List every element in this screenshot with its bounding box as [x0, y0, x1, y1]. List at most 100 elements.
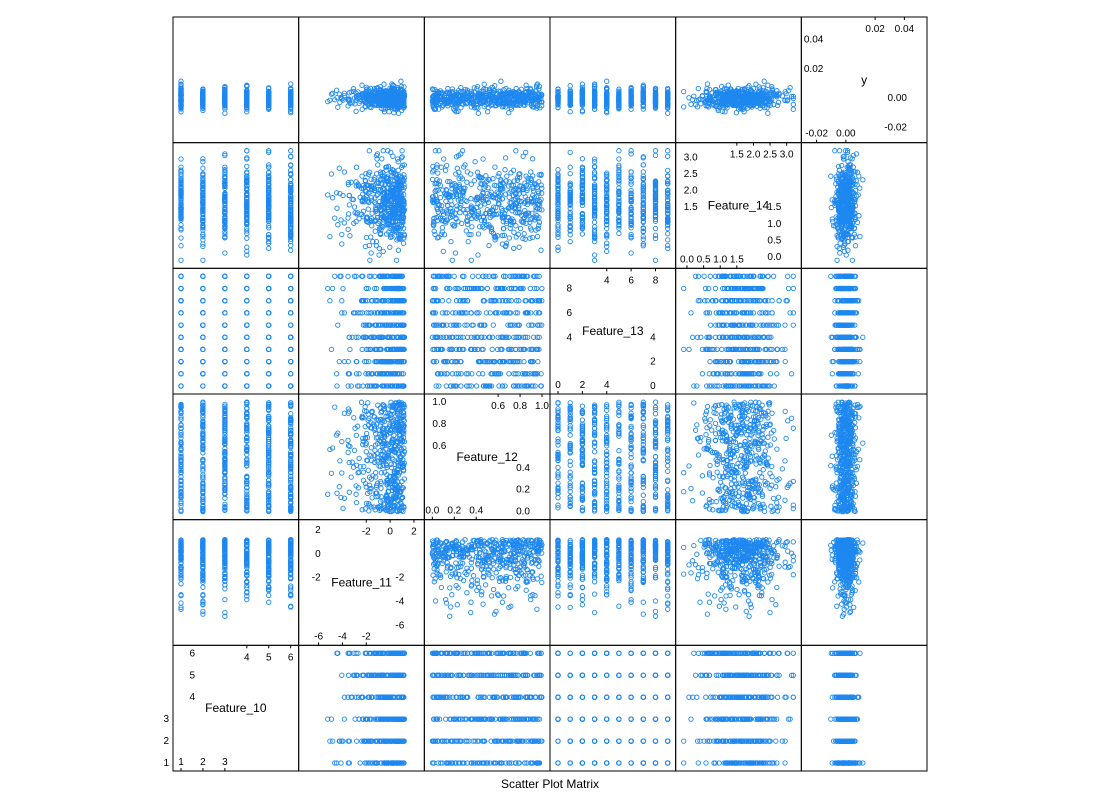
panel-border — [550, 17, 676, 143]
data-point — [556, 245, 560, 249]
data-point — [641, 163, 645, 167]
data-point — [399, 79, 403, 83]
data-point — [696, 86, 700, 90]
panel-border — [676, 17, 802, 143]
data-point — [592, 220, 596, 224]
data-point — [326, 193, 330, 197]
data-point — [512, 230, 516, 234]
data-point — [469, 172, 473, 176]
data-point — [514, 224, 518, 228]
data-point — [328, 234, 332, 238]
data-point — [762, 79, 766, 83]
data-point — [464, 229, 468, 233]
data-point — [530, 211, 534, 215]
scatter-panel — [326, 79, 407, 115]
data-point — [528, 236, 532, 240]
data-point — [388, 245, 392, 249]
data-point — [179, 165, 183, 169]
data-point — [853, 244, 857, 248]
data-point — [486, 110, 490, 114]
data-point — [641, 170, 645, 174]
scatter-panel — [430, 79, 544, 115]
data-point — [329, 172, 333, 176]
data-point — [396, 160, 400, 164]
data-point — [381, 149, 385, 153]
data-point — [440, 226, 444, 230]
data-point — [352, 205, 356, 209]
data-point — [512, 179, 516, 183]
data-point — [445, 163, 449, 167]
data-point — [441, 249, 445, 253]
scatter-panel — [556, 149, 670, 263]
data-point — [705, 82, 709, 86]
data-point — [466, 239, 470, 243]
data-point — [530, 157, 534, 161]
data-point — [517, 245, 521, 249]
data-point — [476, 232, 480, 236]
data-point — [580, 157, 584, 161]
data-point — [476, 111, 480, 115]
data-point — [481, 157, 485, 161]
data-point — [666, 232, 670, 236]
data-point — [179, 157, 183, 161]
data-point — [629, 251, 633, 255]
data-point — [482, 82, 486, 86]
data-point — [289, 248, 293, 252]
data-point — [580, 232, 584, 236]
data-point — [377, 253, 381, 257]
data-point — [556, 235, 560, 239]
data-point — [342, 221, 346, 225]
data-point — [487, 243, 491, 247]
data-point — [629, 149, 633, 153]
data-point — [289, 82, 293, 86]
scatter-panel — [326, 149, 407, 263]
data-point — [666, 168, 670, 172]
data-point — [245, 149, 249, 153]
data-point — [617, 231, 621, 235]
data-point — [617, 157, 621, 161]
data-point — [666, 154, 670, 158]
data-point — [568, 84, 572, 88]
data-point — [535, 234, 539, 238]
data-point — [605, 79, 609, 83]
data-point — [791, 107, 795, 111]
data-point — [666, 111, 670, 115]
data-point — [653, 258, 657, 262]
data-point — [179, 236, 183, 240]
data-point — [336, 223, 340, 227]
data-point — [518, 226, 522, 230]
data-point — [340, 232, 344, 236]
data-point — [837, 149, 841, 153]
data-point — [592, 160, 596, 164]
panel-border — [299, 17, 425, 143]
data-point — [443, 168, 447, 172]
data-point — [333, 216, 337, 220]
data-point — [507, 236, 511, 240]
data-point — [666, 246, 670, 250]
data-point — [354, 165, 358, 169]
data-point — [354, 109, 358, 113]
data-point — [223, 111, 227, 115]
data-point — [838, 251, 842, 255]
data-point — [522, 232, 526, 236]
data-point — [514, 149, 518, 153]
data-point — [503, 156, 507, 160]
data-point — [401, 241, 405, 245]
data-point — [342, 170, 346, 174]
data-point — [791, 102, 795, 106]
data-point — [449, 239, 453, 243]
data-point — [469, 258, 473, 262]
data-point — [617, 149, 621, 153]
data-point — [500, 197, 504, 201]
data-point — [348, 234, 352, 238]
data-point — [368, 258, 372, 262]
data-point — [201, 258, 205, 262]
data-point — [201, 160, 205, 164]
data-point — [653, 153, 657, 157]
data-point — [556, 168, 560, 172]
data-point — [666, 149, 670, 153]
panel-border — [173, 143, 299, 269]
data-point — [245, 245, 249, 249]
data-point — [653, 149, 657, 153]
data-point — [201, 166, 205, 170]
